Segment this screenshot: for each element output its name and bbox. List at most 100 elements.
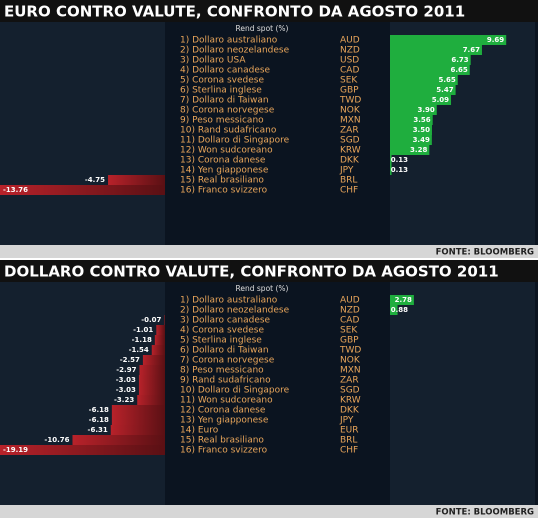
value-label: -1.01 (133, 326, 153, 334)
code-label: NOK (340, 106, 361, 116)
value-label: -19.19 (3, 446, 28, 454)
bar (72, 435, 165, 445)
code-label: CHF (340, 186, 358, 196)
value-label: -3.03 (116, 386, 136, 394)
value-label: 3.49 (413, 136, 430, 144)
header: Rend spot (%) (236, 284, 289, 293)
category-label: 14) Euro (180, 426, 219, 436)
category-label: 6) Sterlina inglese (180, 86, 262, 96)
source-bar (0, 505, 538, 518)
category-label: 5) Corona svedese (180, 76, 264, 86)
category-label: 9) Peso messicano (180, 116, 264, 126)
code-label: SEK (340, 326, 358, 336)
category-label: 1) Dollaro australiano (180, 36, 278, 46)
bar (138, 375, 165, 385)
title-bar (0, 260, 538, 282)
bar (110, 425, 165, 435)
code-label: CHF (340, 446, 358, 456)
bar (390, 155, 392, 165)
category-label: 13) Yen giapponese (180, 416, 269, 426)
bar (390, 55, 471, 65)
category-label: 12) Won sudcoreano (180, 146, 273, 156)
category-label: 4) Corona svedese (180, 326, 264, 336)
left-panel (0, 22, 165, 245)
category-label: 4) Dollaro canadese (180, 66, 271, 76)
category-label: 14) Yen giapponese (180, 166, 269, 176)
code-label: BRL (340, 176, 357, 186)
bar (137, 395, 165, 405)
bar (0, 185, 165, 195)
title-bar (0, 0, 538, 22)
code-label: JPY (339, 416, 354, 426)
code-label: BRL (340, 436, 357, 446)
bar (390, 135, 432, 145)
bar (154, 335, 165, 345)
value-label: -2.97 (116, 366, 136, 374)
code-label: SGD (340, 386, 360, 396)
category-label: 11) Won sudcoreano (180, 396, 273, 406)
code-label: MXN (340, 116, 361, 126)
bar (390, 105, 437, 115)
code-label: DKK (340, 406, 360, 416)
code-label: TWD (339, 96, 361, 106)
value-label: 3.28 (410, 146, 427, 154)
value-label: -6.18 (89, 406, 109, 414)
code-label: DKK (340, 156, 360, 166)
panel: EURO CONTRO VALUTE, CONFRONTO DA AGOSTO … (0, 0, 538, 258)
category-label: 2) Dollaro neozelandese (180, 306, 290, 316)
category-label: 6) Dollaro di Taiwan (180, 346, 269, 356)
code-label: ZAR (340, 376, 359, 386)
category-label: 8) Corona norvegese (180, 106, 275, 116)
code-label: SEK (340, 76, 358, 86)
value-label: 3.56 (413, 116, 430, 124)
bar (390, 305, 398, 315)
value-label: -3.23 (114, 396, 134, 404)
bar (390, 145, 430, 155)
value-label: -6.18 (89, 416, 109, 424)
category-label: 1) Dollaro australiano (180, 296, 278, 306)
value-label: -2.57 (120, 356, 140, 364)
value-label: 7.67 (463, 46, 480, 54)
code-label: KRW (340, 146, 361, 156)
bar (108, 175, 165, 185)
bar (390, 95, 452, 105)
bar (390, 65, 470, 75)
source: FONTE: BLOOMBERG (436, 248, 534, 258)
bar (390, 115, 433, 125)
value-label: 6.73 (451, 56, 468, 64)
category-label: 3) Dollaro USA (180, 56, 246, 66)
panel: DOLLARO CONTRO VALUTE, CONFRONTO DA AGOS… (0, 260, 538, 518)
category-label: 7) Corona norvegese (180, 356, 275, 366)
code-label: MXN (340, 366, 361, 376)
header: Rend spot (%) (236, 24, 289, 33)
category-label: 8) Peso messicano (180, 366, 264, 376)
category-label: 11) Dollaro di Singapore (180, 136, 290, 146)
right-panel (390, 282, 535, 505)
value-label: 5.47 (436, 86, 453, 94)
category-label: 2) Dollaro neozelandese (180, 46, 290, 56)
bar (142, 355, 165, 365)
bar (151, 345, 165, 355)
category-label: 7) Dollaro di Taiwan (180, 96, 269, 106)
category-label: 13) Corona danese (180, 156, 266, 166)
code-label: AUD (340, 296, 360, 306)
code-label: CAD (340, 316, 359, 326)
bar (138, 385, 165, 395)
bar (139, 365, 165, 375)
bar (0, 445, 165, 455)
category-label: 16) Franco svizzero (180, 446, 268, 456)
source: FONTE: BLOOMBERG (436, 508, 534, 518)
value-label: 0.13 (391, 156, 408, 164)
value-label: 3.90 (417, 106, 434, 114)
code-label: TWD (339, 346, 361, 356)
bar (390, 75, 458, 85)
bar (164, 315, 165, 325)
value-label: 5.09 (432, 96, 449, 104)
code-label: SGD (340, 136, 360, 146)
code-label: EUR (340, 426, 359, 436)
value-label: -1.18 (132, 336, 152, 344)
value-label: -10.76 (44, 436, 69, 444)
category-label: 9) Rand sudafricano (180, 376, 271, 386)
value-label: 2.78 (395, 296, 412, 304)
